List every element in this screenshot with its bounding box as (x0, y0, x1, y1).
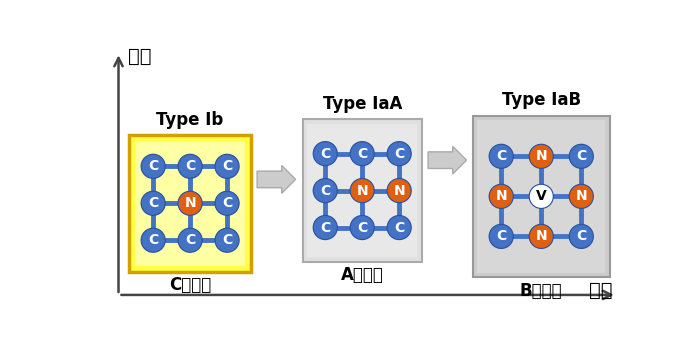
Circle shape (314, 180, 336, 201)
Text: C: C (320, 146, 330, 161)
Circle shape (531, 186, 552, 207)
FancyBboxPatch shape (135, 141, 245, 266)
Circle shape (178, 191, 202, 215)
Circle shape (351, 217, 373, 238)
Text: Bセンタ: Bセンタ (520, 282, 563, 300)
Circle shape (141, 191, 165, 215)
Circle shape (529, 225, 553, 248)
Text: C: C (576, 149, 587, 163)
Text: C: C (394, 221, 405, 234)
Text: C: C (320, 184, 330, 198)
Text: 温度: 温度 (127, 47, 151, 66)
Text: C: C (357, 146, 368, 161)
Text: 時間: 時間 (589, 281, 613, 300)
Circle shape (489, 184, 513, 208)
Circle shape (216, 156, 238, 177)
Circle shape (141, 154, 165, 178)
Circle shape (142, 156, 164, 177)
Text: Type IaB: Type IaB (502, 91, 581, 109)
Circle shape (179, 156, 201, 177)
Circle shape (314, 217, 336, 238)
Circle shape (389, 143, 410, 164)
Circle shape (142, 229, 164, 251)
FancyBboxPatch shape (302, 119, 422, 262)
FancyBboxPatch shape (130, 135, 251, 272)
Text: Cセンタ: Cセンタ (169, 276, 211, 294)
Text: N: N (393, 184, 405, 198)
Circle shape (350, 216, 374, 239)
FancyBboxPatch shape (477, 120, 605, 273)
Circle shape (389, 180, 410, 201)
Text: N: N (575, 189, 587, 203)
Circle shape (570, 186, 592, 207)
Text: C: C (222, 159, 232, 173)
Text: C: C (222, 196, 232, 210)
Circle shape (489, 225, 513, 248)
Circle shape (570, 226, 592, 247)
Text: C: C (148, 233, 158, 247)
Circle shape (387, 179, 411, 203)
Polygon shape (428, 146, 466, 174)
Polygon shape (257, 166, 295, 193)
Circle shape (141, 228, 165, 252)
Circle shape (387, 142, 411, 166)
Circle shape (491, 186, 512, 207)
Circle shape (569, 144, 593, 168)
Circle shape (178, 228, 202, 252)
Circle shape (216, 192, 238, 214)
Circle shape (178, 154, 202, 178)
Circle shape (529, 184, 553, 208)
Text: C: C (496, 149, 506, 163)
Text: C: C (222, 233, 232, 247)
Circle shape (529, 144, 553, 168)
Circle shape (351, 180, 373, 201)
Circle shape (216, 229, 238, 251)
Circle shape (491, 226, 512, 247)
Text: Type IaA: Type IaA (323, 95, 402, 113)
Text: C: C (148, 196, 158, 210)
Circle shape (215, 228, 239, 252)
Circle shape (314, 142, 337, 166)
Text: N: N (356, 184, 368, 198)
Text: N: N (496, 189, 507, 203)
Circle shape (489, 144, 513, 168)
Text: C: C (394, 146, 405, 161)
Circle shape (531, 145, 552, 167)
Text: C: C (185, 233, 195, 247)
Text: C: C (185, 159, 195, 173)
Circle shape (389, 217, 410, 238)
Circle shape (215, 154, 239, 178)
Circle shape (569, 184, 593, 208)
Circle shape (314, 179, 337, 203)
Text: C: C (357, 221, 368, 234)
Text: C: C (496, 229, 506, 244)
Text: C: C (320, 221, 330, 234)
Circle shape (215, 191, 239, 215)
Circle shape (491, 145, 512, 167)
Circle shape (179, 192, 201, 214)
Text: N: N (184, 196, 196, 210)
Circle shape (142, 192, 164, 214)
Text: C: C (148, 159, 158, 173)
Circle shape (314, 143, 336, 164)
Text: Aセンタ: Aセンタ (341, 267, 384, 285)
Circle shape (350, 142, 374, 166)
Circle shape (387, 216, 411, 239)
Circle shape (179, 229, 201, 251)
Circle shape (569, 225, 593, 248)
Text: N: N (536, 149, 547, 163)
Text: N: N (536, 229, 547, 244)
Circle shape (314, 216, 337, 239)
Circle shape (350, 179, 374, 203)
Circle shape (531, 226, 552, 247)
Text: V: V (536, 189, 547, 203)
FancyBboxPatch shape (473, 115, 610, 277)
Text: C: C (576, 229, 587, 244)
FancyBboxPatch shape (307, 124, 417, 257)
Circle shape (351, 143, 373, 164)
Circle shape (570, 145, 592, 167)
Text: Type Ib: Type Ib (157, 110, 224, 128)
